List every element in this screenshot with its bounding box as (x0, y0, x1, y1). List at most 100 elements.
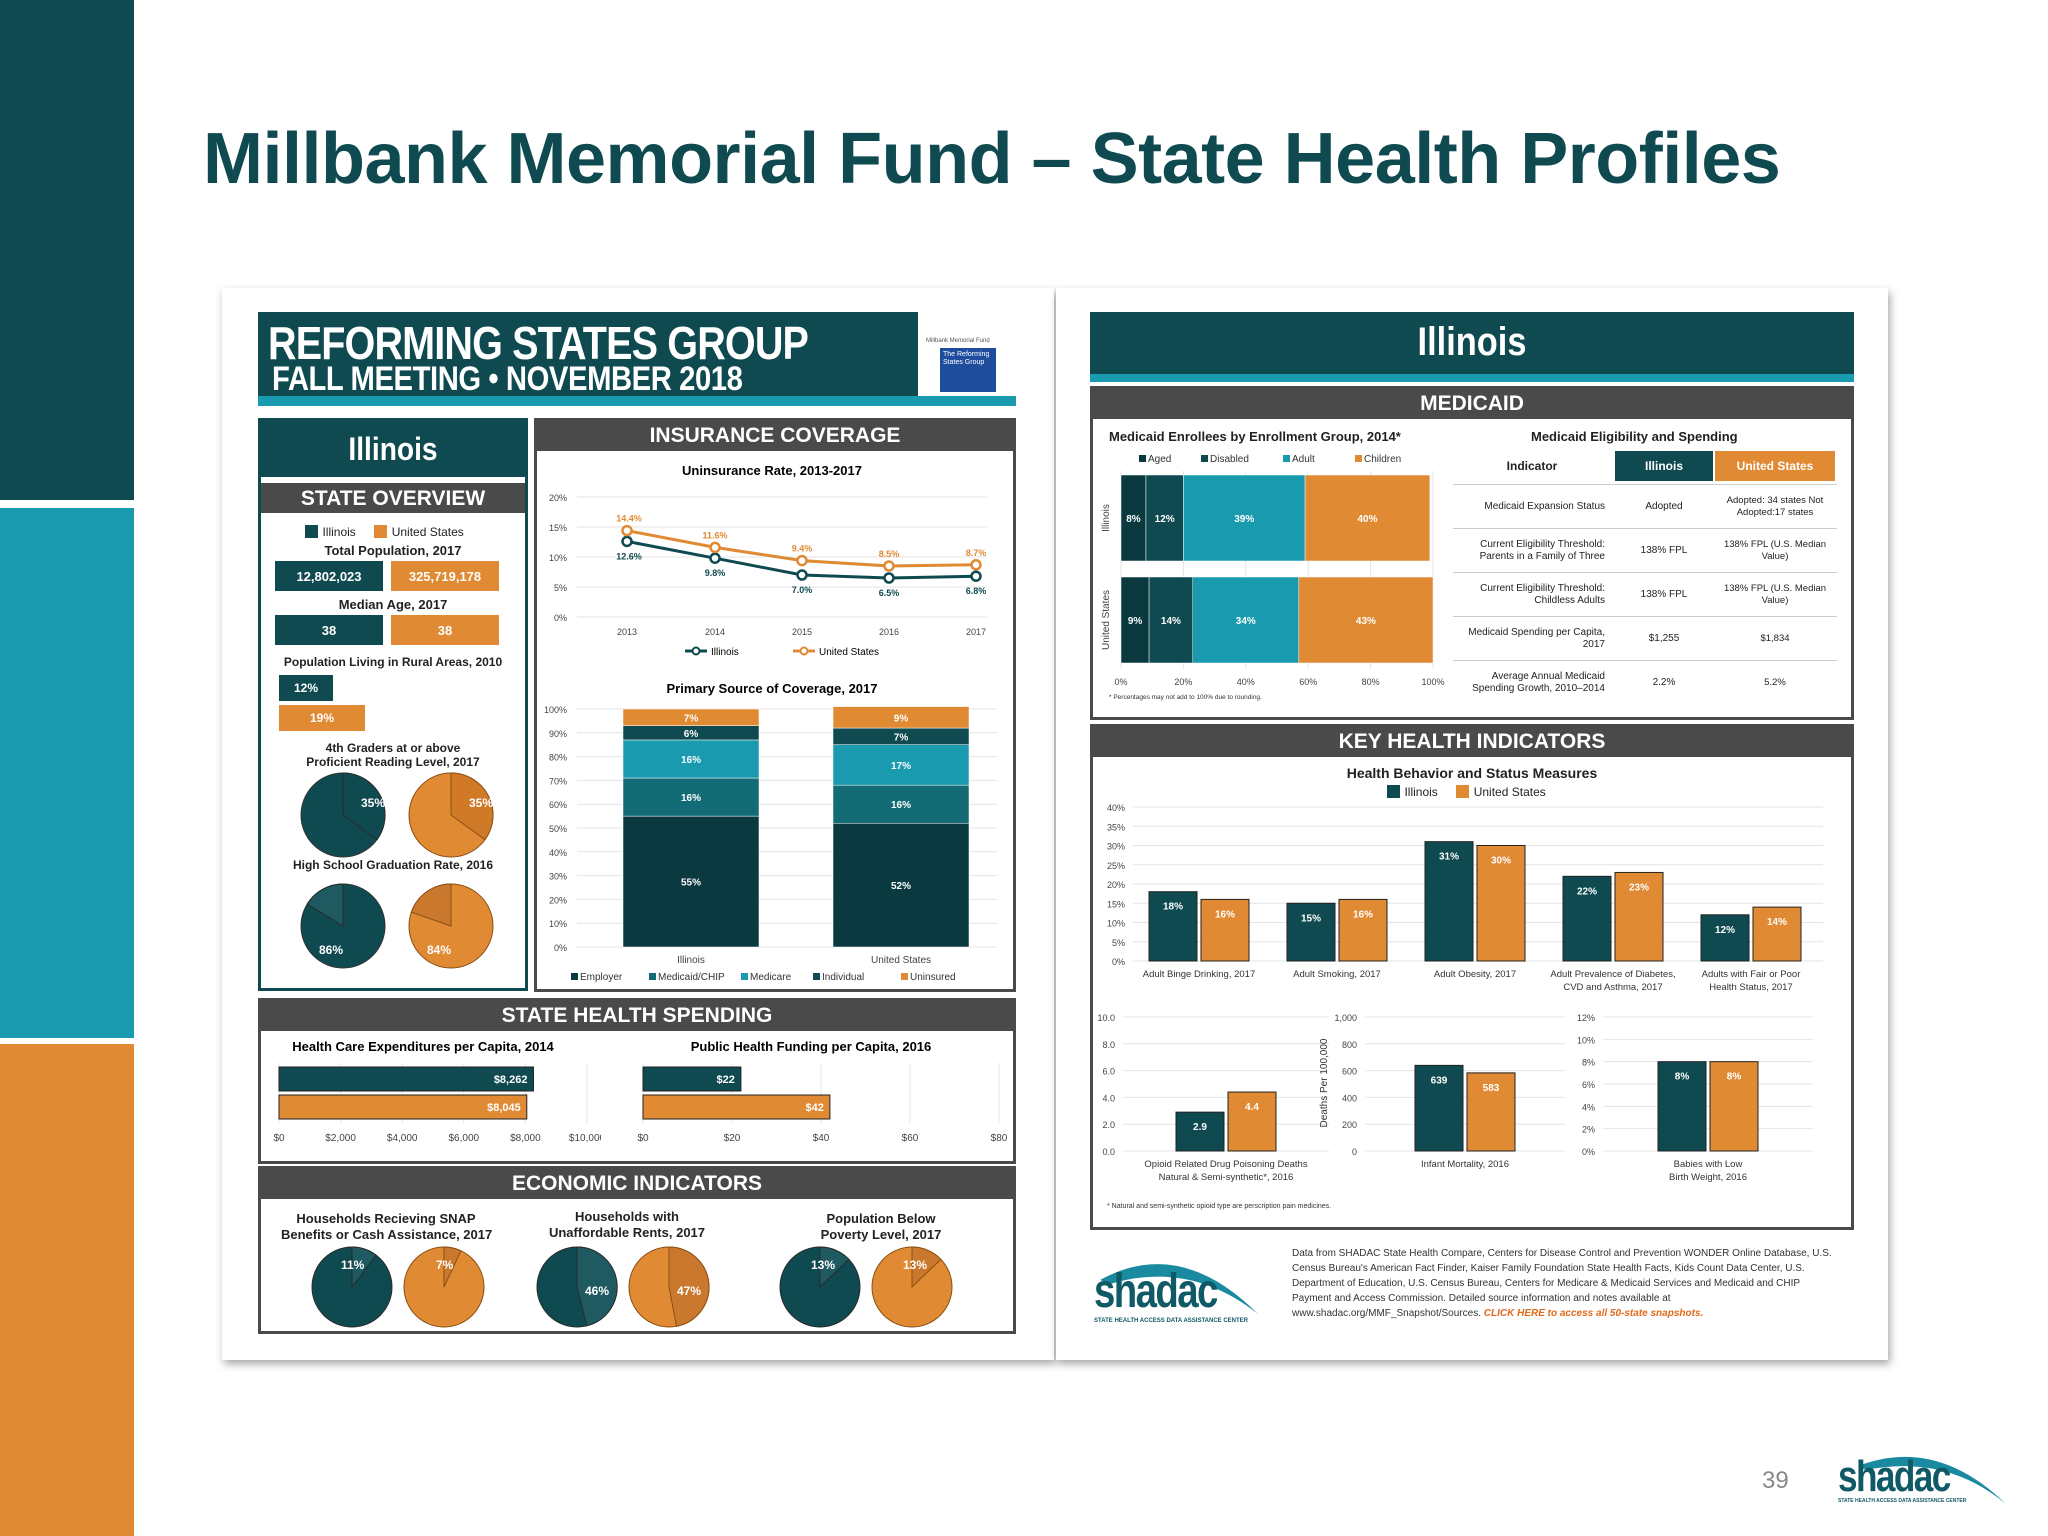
uninsurance-legend-il-marker (691, 646, 701, 656)
uninsurance-ytick: 10% (549, 553, 567, 563)
coverage-data-label: 55% (681, 878, 701, 889)
elig-cell-illinois: 2.2% (1652, 677, 1676, 688)
median-age-label: Median Age, 2017 (338, 597, 448, 612)
enroll-bar-adult (1192, 576, 1300, 664)
behavior-xtick: Adult Obesity, 2017 (1434, 969, 1516, 980)
coverage-legend-label: Individual (822, 972, 864, 983)
enroll-bar-disabled (1145, 474, 1184, 562)
behavior-bar-il (1562, 875, 1612, 962)
opioid-ytick: 8.0 (1102, 1040, 1115, 1050)
rural-label: Population Living in Rural Areas, 2010 (283, 655, 503, 669)
lowbirth-data-label: 8% (1675, 1072, 1690, 1083)
reading-us-label: 35% (469, 796, 493, 810)
overview-header-bar: STATE OVERVIEW (261, 483, 525, 513)
reading-pie-us (408, 772, 494, 858)
hce-data-label: $8,045 (487, 1102, 521, 1114)
opioid-xtick: Opioid Related Drug Poisoning Deaths (1144, 1159, 1307, 1170)
infant-ytick: 200 (1342, 1120, 1357, 1130)
banner-badge: Millbank Memorial Fund The Reforming Sta… (918, 312, 1016, 396)
banner: REFORMING STATES GROUP FALL MEETING • NO… (258, 312, 1016, 398)
coverage-data-label: 16% (681, 793, 701, 804)
behavior-xtick: CVD and Asthma, 2017 (1563, 982, 1662, 993)
state-header: Illinois (1417, 320, 1527, 364)
uninsurance-point (883, 560, 895, 572)
enroll-ytick: Illinois (1101, 504, 1112, 532)
snap-il-label: 11% (341, 1258, 365, 1272)
uninsurance-ytick: 5% (554, 583, 567, 593)
snap-us-label: 7% (436, 1258, 454, 1272)
coverage-ytick: 50% (549, 824, 567, 834)
elig-title: Medicaid Eligibility and Spending (1531, 429, 1738, 444)
coverage-legend-label: Employer (580, 972, 623, 983)
uninsurance-ytick: 0% (554, 613, 567, 623)
legend-us: United States (391, 524, 464, 539)
opioid-ytick: 0.0 (1102, 1147, 1115, 1157)
median-age-il-box: 38 (275, 615, 383, 645)
enroll-data-label: 12% (1155, 514, 1175, 525)
phf-data-label: $22 (717, 1074, 735, 1086)
enroll-note: * Percentages may not add to 100% due to… (1109, 694, 1262, 701)
coverage-xtick: United States (871, 955, 931, 966)
coverage-bar-uninsured (622, 708, 760, 726)
uninsurance-data-label: 9.8% (705, 568, 726, 578)
state-overview-panel: Illinois STATE OVERVIEW Illinois United … (258, 418, 528, 864)
enroll-data-label: 9% (1128, 616, 1143, 627)
elig-cell-us: 138% FPL (U.S. Median Value) (1723, 539, 1827, 562)
sources-logo: shadac STATE HEALTH ACCESS DATA ASSISTAN… (1090, 1250, 1280, 1330)
opioid-xtick: Natural & Semi-synthetic*, 2016 (1159, 1172, 1294, 1183)
enroll-data-label: 34% (1236, 616, 1256, 627)
behavior-ytick: 0% (1112, 957, 1125, 967)
enroll-legend-swatch (1283, 455, 1290, 462)
uninsurance-xtick: 2017 (966, 627, 986, 637)
grad-pie-il (300, 883, 386, 969)
coverage-data-label: 16% (681, 755, 701, 766)
behavior-ytick: 15% (1107, 899, 1125, 909)
uninsurance-xtick: 2016 (879, 627, 899, 637)
coverage-bar-medicaidchip (832, 784, 970, 824)
sources-cta-link[interactable]: CLICK HERE to access all 50-state snapsh… (1483, 1308, 1704, 1319)
uninsurance-point (796, 554, 808, 567)
elig-cell-us: 138% FPL (U.S. Median Value) (1723, 583, 1827, 606)
rural-il-bar: 12% (279, 675, 333, 701)
state-header-bar: Illinois (1090, 312, 1854, 374)
enroll-xtick: 100% (1421, 677, 1444, 687)
infant-ytick: 400 (1342, 1093, 1357, 1103)
enroll-bar-aged (1120, 474, 1147, 562)
coverage-data-label: 9% (894, 713, 909, 724)
hce-title: Health Care Expenditures per Capita, 201… (292, 1039, 554, 1054)
phf-xtick: $0 (637, 1133, 649, 1144)
coverage-legend-label: Medicaid/CHIP (658, 972, 725, 983)
phf-chart: Public Health Funding per Capita, 2016 $0… (637, 1039, 1007, 1144)
rent-label-2: Unaffordable Rents, 2017 (548, 1225, 706, 1240)
grad-il-label: 86% (319, 943, 343, 957)
uninsurance-legend-us-marker (799, 646, 809, 656)
coverage-xtick: Illinois (677, 955, 705, 966)
enroll-data-label: 43% (1356, 616, 1376, 627)
phf-xtick: $60 (902, 1133, 919, 1144)
coverage-ytick: 90% (549, 729, 567, 739)
elig-cell-illinois: 138% FPL (1640, 589, 1688, 600)
key-health-title: Health Behavior and Status Measures (1346, 765, 1598, 781)
reading-il-label: 35% (361, 796, 385, 810)
uninsurance-point (709, 552, 721, 564)
hce-xtick: $4,000 (387, 1133, 418, 1144)
enroll-xtick: 20% (1174, 677, 1192, 687)
left-strip-orange (0, 1044, 134, 1536)
lowbirth-xtick: Babies with Low (1674, 1159, 1743, 1170)
infant-data-label: 639 (1431, 1075, 1448, 1086)
badge-box: The Reforming States Group (940, 348, 996, 392)
coverage-data-label: 6% (684, 729, 699, 740)
lowbirth-ytick: 4% (1582, 1102, 1595, 1112)
behavior-bar-il (1148, 891, 1198, 962)
reading-pies: 35% 35% (300, 772, 494, 858)
footer-logo-text: shadac (1838, 1452, 1951, 1501)
grad-pies: 86% 84% (300, 883, 494, 969)
header-accent (1090, 374, 1854, 382)
uninsurance-chart: Uninsurance Rate, 2013-2017 0% 5% 10% 15% 20%… (549, 463, 987, 658)
pov-pie-il (779, 1246, 861, 1328)
behavior-bar-us (1338, 898, 1388, 962)
hce-xtick: $10,000 (569, 1133, 601, 1144)
legend-illinois: Illinois (322, 524, 356, 539)
enroll-legend-swatch (1201, 455, 1208, 462)
behavior-data-label: 22% (1577, 886, 1597, 897)
